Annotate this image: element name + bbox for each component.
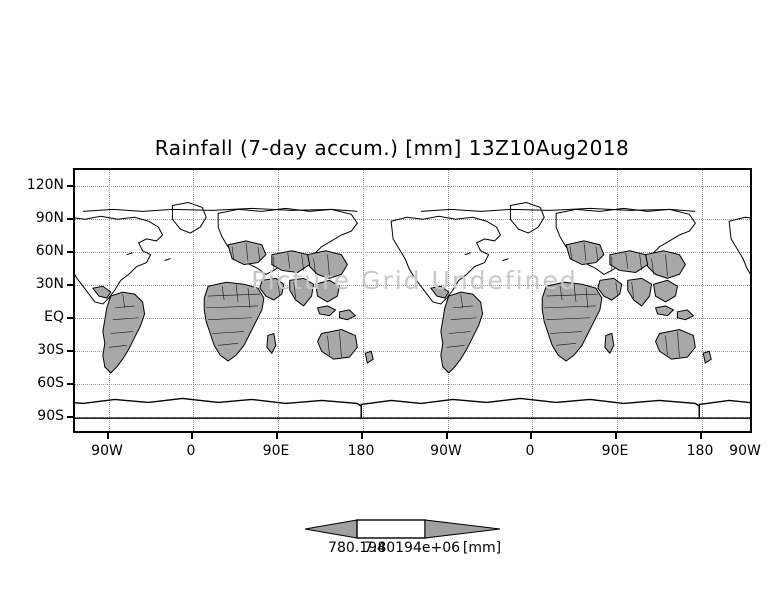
colorbar-units-label: [mm] [462,540,502,556]
page-title: Rainfall (7-day accum.) [mm] 13Z10Aug201… [154,136,630,160]
x-tick-0-b [530,433,532,439]
y-axis-label-eq: EQ [44,309,64,325]
colorbar-right-extend [424,519,500,539]
y-axis-label-30s: 30S [37,342,64,358]
x-axis-label-0-b: 0 [525,443,535,459]
x-tick-180-a [361,433,363,439]
colorbar [305,516,500,542]
x-axis-label-90w-c: 90W [729,443,761,459]
y-axis-label-60n: 60N [35,243,64,259]
x-axis-label-90e-b: 90E [601,443,629,459]
x-tick-90w-b [446,433,448,439]
gridline-lat-60s [75,384,750,385]
gridline-lat-60n [75,252,750,253]
x-axis-label-180-b: 180 [686,443,714,459]
x-axis-label-90w-b: 90W [430,443,462,459]
y-axis-label-90n: 90N [35,210,64,226]
y-tick-120n [67,185,73,187]
gridline-lon-180-b [702,170,703,431]
colorbar-label-high: 7.80194e+06 [363,540,461,556]
gridline-lat-30n [75,285,750,286]
map-plot-area: Picture Grid Undefined [73,168,752,433]
colorbar-label-low: 780.194 [328,540,386,556]
x-axis-label-90e-a: 90E [262,443,290,459]
gridline-lon-180-a [363,170,364,431]
y-tick-30n [67,284,73,286]
x-tick-0-a [191,433,193,439]
y-tick-30s [67,350,73,352]
x-axis-label-90w-a: 90W [91,443,123,459]
y-axis-label-120n: 120N [26,177,64,193]
gridline-lat-90s [75,417,750,418]
x-axis-label-180-a: 180 [347,443,375,459]
colorbar-labels: 780.194 7.80194e+06 [mm] [0,540,784,560]
colorbar-left-extend [305,519,358,539]
gridline-lat-eq [75,318,750,319]
gridline-lon-90e-b [617,170,618,431]
x-tick-90e-a [276,433,278,439]
gridline-lon-0-b [532,170,533,431]
y-tick-60s [67,383,73,385]
gridline-lon-0-a [193,170,194,431]
x-axis-label-0-a: 0 [186,443,196,459]
y-axis-label-90s: 90S [37,408,64,424]
gridline-lat-90n [75,219,750,220]
x-tick-90e-b [615,433,617,439]
x-tick-180-b [700,433,702,439]
y-tick-60n [67,251,73,253]
y-tick-90n [67,218,73,220]
colorbar-center-box [356,519,426,539]
y-axis-label-30n: 30N [35,276,64,292]
gridline-lat-30s [75,351,750,352]
y-axis-label-60s: 60S [37,375,64,391]
y-tick-90s [67,416,73,418]
x-tick-90w-a [107,433,109,439]
y-tick-eq [67,317,73,319]
colorbar-graphic [305,519,500,539]
gridline-lat-120n [75,186,750,187]
gridline-lon-90e-a [278,170,279,431]
